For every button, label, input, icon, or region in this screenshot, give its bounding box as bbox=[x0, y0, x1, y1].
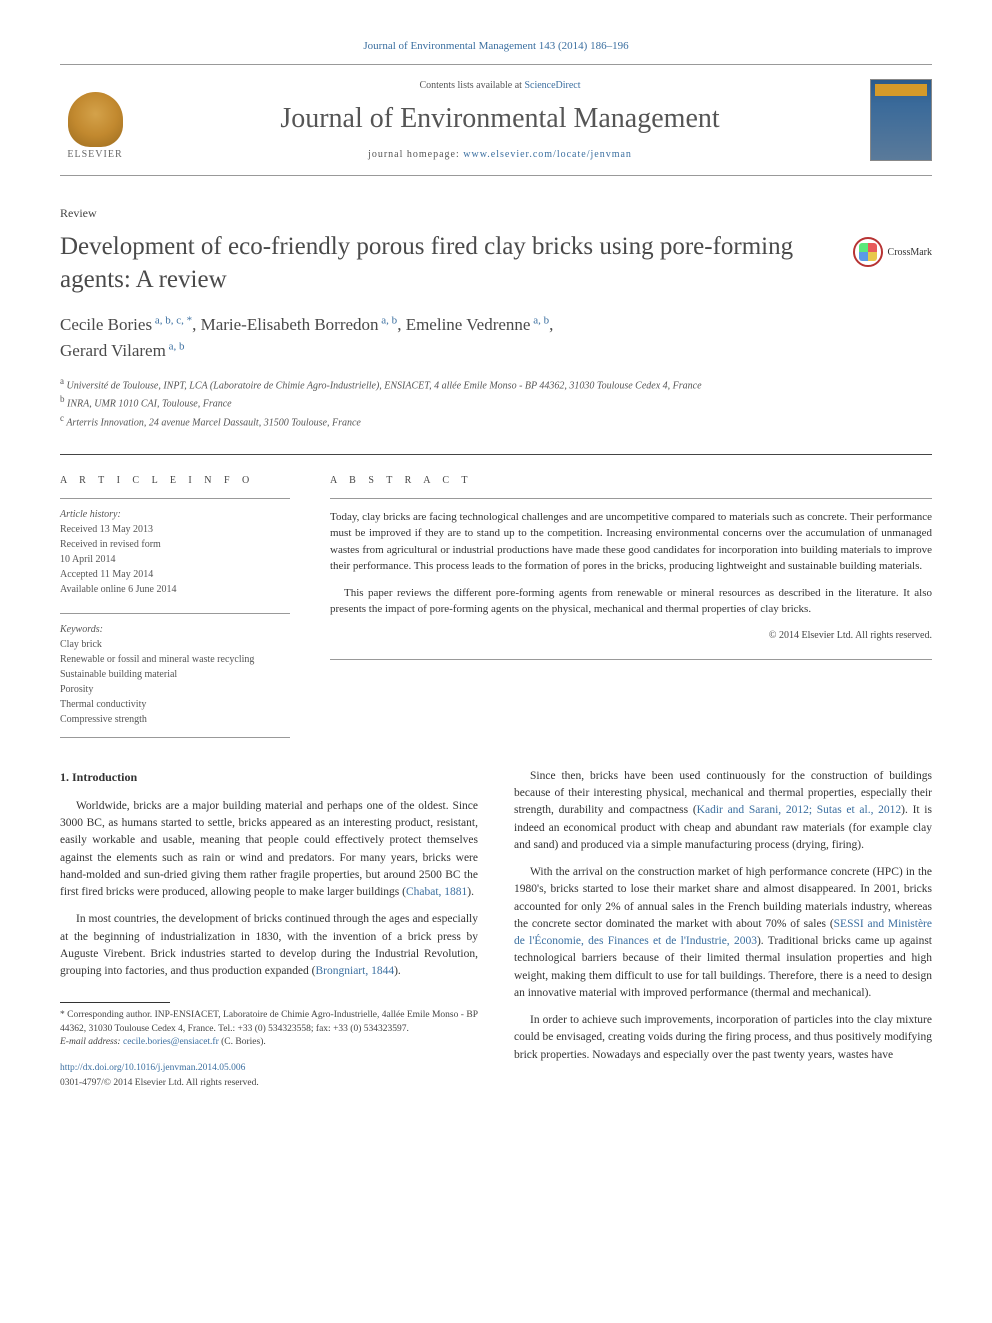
keyword: Porosity bbox=[60, 682, 290, 697]
abstract-paragraph: Today, clay bricks are facing technologi… bbox=[330, 509, 932, 575]
author-affil-marker: a, b, c, * bbox=[152, 314, 192, 326]
journal-title: Journal of Environmental Management bbox=[146, 103, 854, 135]
author-affil-marker: a, b bbox=[166, 340, 185, 352]
author-affil-marker: a, b bbox=[530, 314, 549, 326]
affiliation-a: Université de Toulouse, INPT, LCA (Labor… bbox=[67, 380, 702, 391]
keyword: Thermal conductivity bbox=[60, 697, 290, 712]
affiliation-c: Arterris Innovation, 24 avenue Marcel Da… bbox=[66, 417, 361, 428]
author-name: Gerard Vilarem bbox=[60, 341, 166, 360]
running-header: Journal of Environmental Management 143 … bbox=[60, 40, 932, 52]
abstract-copyright: © 2014 Elsevier Ltd. All rights reserved… bbox=[330, 628, 932, 643]
crossmark-badge[interactable]: CrossMark bbox=[853, 237, 932, 267]
left-column: 1. Introduction Worldwide, bricks are a … bbox=[60, 768, 478, 1090]
author-affil-marker: a, b bbox=[379, 314, 398, 326]
body-paragraph: With the arrival on the construction mar… bbox=[514, 864, 932, 1002]
keyword: Compressive strength bbox=[60, 712, 290, 727]
keywords-block: Keywords: Clay brick Renewable or fossil… bbox=[60, 613, 290, 738]
citation-link[interactable]: Chabat, 1881 bbox=[406, 886, 467, 898]
article-type: Review bbox=[60, 206, 932, 221]
received-date: Received 13 May 2013 bbox=[60, 522, 290, 537]
revised-label: Received in revised form bbox=[60, 537, 290, 552]
author-name: , Marie-Elisabeth Borredon bbox=[192, 315, 378, 334]
affiliations-block: a Université de Toulouse, INPT, LCA (Lab… bbox=[60, 375, 932, 430]
homepage-link[interactable]: www.elsevier.com/locate/jenvman bbox=[463, 149, 632, 160]
email-suffix: (C. Bories). bbox=[219, 1037, 266, 1047]
homepage-line: journal homepage: www.elsevier.com/locat… bbox=[146, 149, 854, 160]
contents-line: Contents lists available at ScienceDirec… bbox=[146, 80, 854, 91]
online-date: Available online 6 June 2014 bbox=[60, 582, 290, 597]
crossmark-icon bbox=[853, 237, 883, 267]
masthead: ELSEVIER Contents lists available at Sci… bbox=[60, 64, 932, 176]
page-container: Journal of Environmental Management 143 … bbox=[0, 0, 992, 1130]
footnote-separator bbox=[60, 1002, 170, 1003]
email-footnote: E-mail address: cecile.bories@ensiacet.f… bbox=[60, 1036, 478, 1049]
keyword: Clay brick bbox=[60, 637, 290, 652]
keyword: Renewable or fossil and mineral waste re… bbox=[60, 652, 290, 667]
title-row: Development of eco-friendly porous fired… bbox=[60, 231, 932, 312]
authors-block: Cecile Bories a, b, c, *, Marie-Elisabet… bbox=[60, 312, 932, 363]
sciencedirect-link[interactable]: ScienceDirect bbox=[524, 80, 580, 91]
doi-link[interactable]: http://dx.doi.org/10.1016/j.jenvman.2014… bbox=[60, 1063, 245, 1073]
article-title: Development of eco-friendly porous fired… bbox=[60, 231, 835, 296]
article-history: Article history: Received 13 May 2013 Re… bbox=[60, 498, 290, 597]
keyword: Sustainable building material bbox=[60, 667, 290, 682]
contents-prefix: Contents lists available at bbox=[419, 80, 524, 91]
body-columns: 1. Introduction Worldwide, bricks are a … bbox=[60, 768, 932, 1090]
article-info-heading: A R T I C L E I N F O bbox=[60, 475, 290, 486]
footnotes-block: * Corresponding author. INP-ENSIACET, La… bbox=[60, 1009, 478, 1049]
body-paragraph: In most countries, the development of br… bbox=[60, 911, 478, 980]
citation-link[interactable]: Kadir and Sarani, 2012; Sutas et al., 20… bbox=[697, 804, 901, 816]
abstract-heading: A B S T R A C T bbox=[330, 475, 932, 486]
accepted-date: Accepted 11 May 2014 bbox=[60, 567, 290, 582]
body-paragraph: In order to achieve such improvements, i… bbox=[514, 1012, 932, 1064]
right-column: Since then, bricks have been used contin… bbox=[514, 768, 932, 1090]
abstract-body: Today, clay bricks are facing technologi… bbox=[330, 498, 932, 660]
email-label: E-mail address: bbox=[60, 1037, 123, 1047]
footer-block: http://dx.doi.org/10.1016/j.jenvman.2014… bbox=[60, 1061, 478, 1090]
homepage-prefix: journal homepage: bbox=[368, 149, 463, 160]
author-name: , Emeline Vedrenne bbox=[397, 315, 530, 334]
issn-copyright: 0301-4797/© 2014 Elsevier Ltd. All right… bbox=[60, 1076, 478, 1090]
article-info-block: A R T I C L E I N F O Article history: R… bbox=[60, 475, 290, 738]
crossmark-label: CrossMark bbox=[888, 247, 932, 258]
keywords-label: Keywords: bbox=[60, 622, 290, 637]
section-heading: 1. Introduction bbox=[60, 768, 478, 786]
journal-cover-thumbnail bbox=[870, 79, 932, 161]
abstract-block: A B S T R A C T Today, clay bricks are f… bbox=[330, 475, 932, 738]
history-label: Article history: bbox=[60, 507, 290, 522]
affiliation-b: INRA, UMR 1010 CAI, Toulouse, France bbox=[67, 399, 232, 410]
email-link[interactable]: cecile.bories@ensiacet.fr bbox=[123, 1037, 219, 1047]
elsevier-tree-icon bbox=[68, 92, 123, 147]
abstract-paragraph: This paper reviews the different pore-fo… bbox=[330, 585, 932, 618]
revised-date: 10 April 2014 bbox=[60, 552, 290, 567]
masthead-center: Contents lists available at ScienceDirec… bbox=[146, 80, 854, 160]
author-name: Cecile Bories bbox=[60, 315, 152, 334]
corresponding-author-footnote: * Corresponding author. INP-ENSIACET, La… bbox=[60, 1009, 478, 1036]
body-paragraph: Since then, bricks have been used contin… bbox=[514, 768, 932, 854]
info-abstract-row: A R T I C L E I N F O Article history: R… bbox=[60, 454, 932, 738]
publisher-name: ELSEVIER bbox=[67, 149, 122, 160]
body-paragraph: Worldwide, bricks are a major building m… bbox=[60, 798, 478, 902]
publisher-logo: ELSEVIER bbox=[60, 80, 130, 160]
citation-link[interactable]: Brongniart, 1844 bbox=[316, 965, 395, 977]
